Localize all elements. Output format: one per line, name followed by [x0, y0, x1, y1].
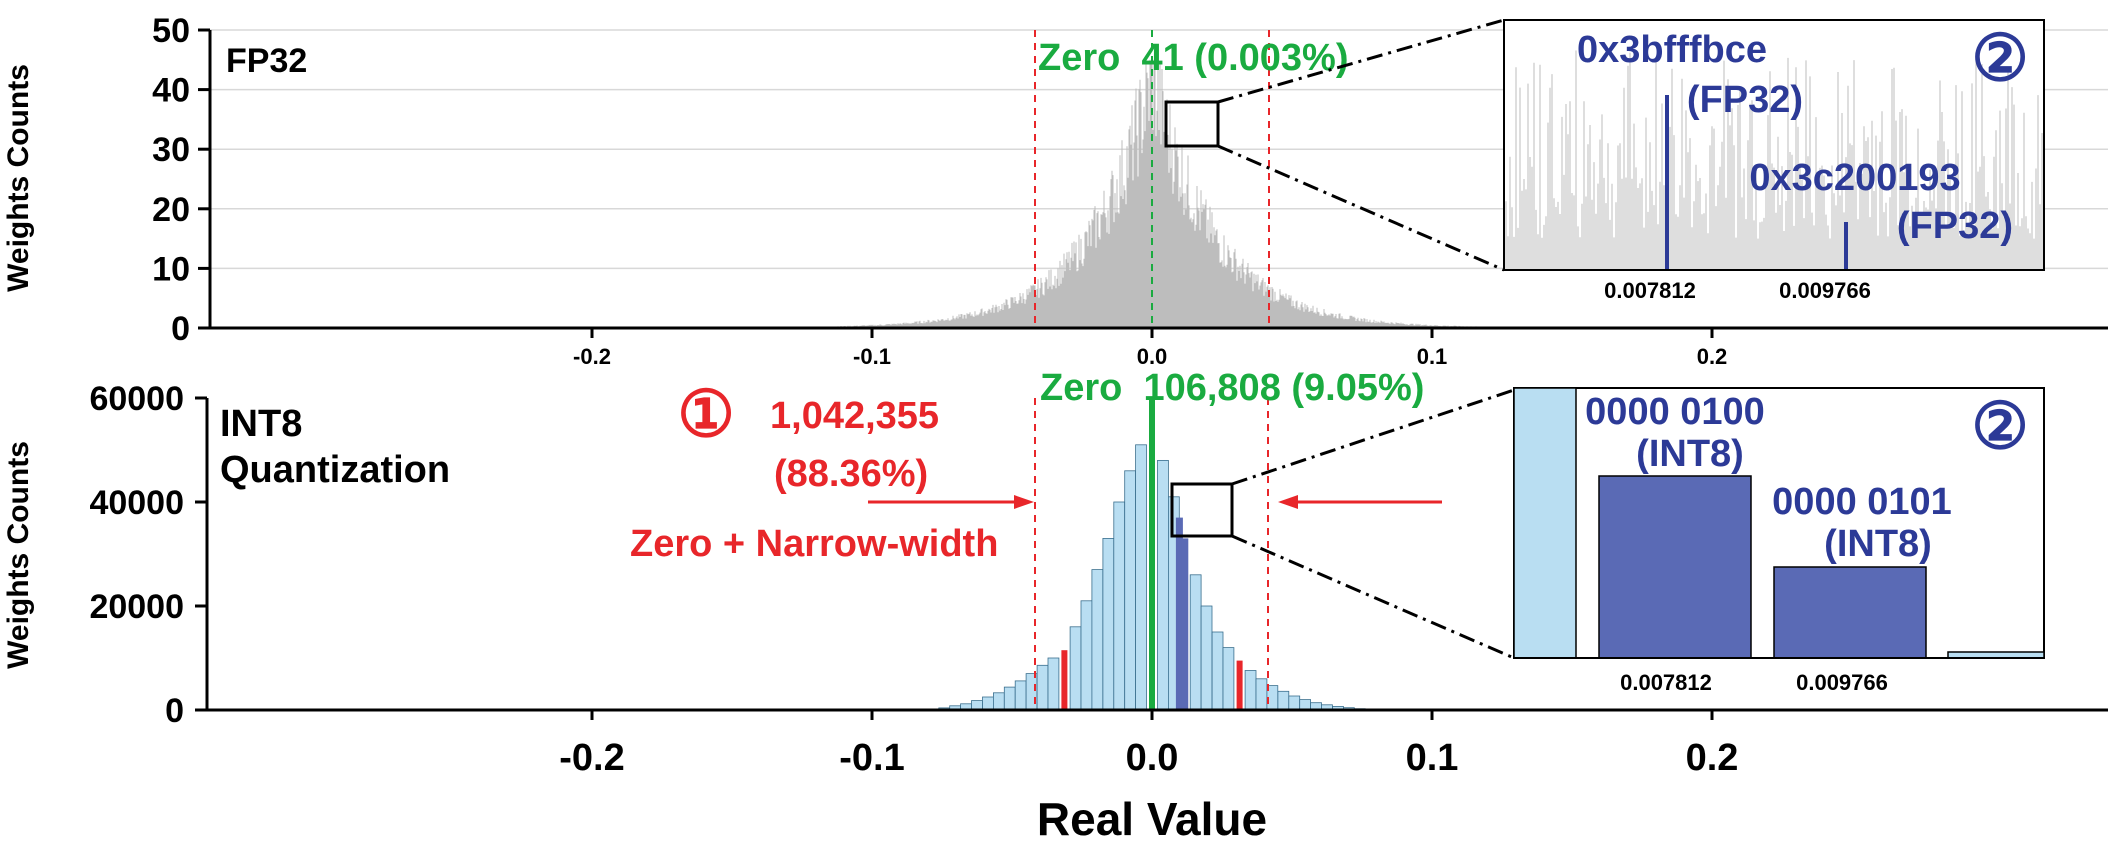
int8-bar — [1080, 600, 1093, 711]
int8-bar — [993, 692, 1005, 711]
fp32-y-tick-label: 20 — [152, 191, 190, 229]
fp32-x-ticks: -0.2 -0.1 0.0 0.1 0.2 — [573, 328, 1727, 369]
int8-bar — [1189, 574, 1202, 711]
fp32-zoom-box — [1164, 100, 1220, 148]
int8-bar — [1299, 699, 1311, 711]
fp32-zoom-line-top — [1217, 18, 1505, 104]
int8-bar — [1211, 631, 1224, 711]
int8-y-label: Weights Counts — [2, 441, 35, 669]
int8-bar — [1113, 501, 1126, 711]
int8-bar — [1047, 657, 1060, 711]
int8-x-tick-label: 0.1 — [1406, 737, 1459, 779]
fp32-y-tick-label: 30 — [152, 131, 190, 169]
int8-circle-marker: ① — [677, 378, 734, 450]
int8-bar-zero — [1149, 398, 1155, 710]
int8-bar — [982, 696, 994, 711]
int8-bar — [1135, 444, 1147, 711]
int8-x-label: Real Value — [1037, 793, 1267, 842]
fp32-inset-label-1a: 0x3bfffbce — [1577, 29, 1767, 71]
int8-bar — [1102, 538, 1115, 711]
int8-title: INT8 — [220, 403, 302, 445]
int8-y-tick-label: 0 — [165, 692, 184, 730]
int8-x-ticks: -0.2 -0.1 0.0 0.1 0.2 — [559, 710, 1738, 779]
int8-bar — [1222, 647, 1235, 711]
int8-bar-highlight — [1181, 538, 1189, 710]
fp32-x-tick-label: -0.2 — [573, 344, 611, 369]
int8-bar-highlight — [1175, 517, 1183, 710]
int8-narrow-text: Zero + Narrow-width — [630, 523, 998, 565]
int8-histogram — [938, 398, 1366, 711]
fp32-panel: 0 10 20 30 40 50 -0.2 -0.1 0.0 0.1 0.2 Weights Co… — [2, 12, 2108, 369]
fp32-inset-histogram — [1505, 50, 2043, 270]
int8-y-tick-label: 20000 — [89, 588, 184, 626]
int8-arrow-left-head — [1014, 495, 1034, 509]
int8-bar — [1200, 605, 1213, 711]
fp32-y-tick-label: 40 — [152, 72, 190, 110]
fp32-y-ticks: 0 10 20 30 40 50 — [152, 12, 210, 348]
int8-inset-label-1b: (INT8) — [1636, 433, 1744, 475]
int8-inset-label-2a: 0000 0101 — [1772, 481, 1952, 523]
int8-bar — [1244, 670, 1257, 711]
fp32-y-tick-label: 0 — [171, 310, 190, 348]
int8-bar-threshold — [1236, 660, 1243, 710]
int8-inset-bar-zero — [1513, 387, 1577, 659]
fp32-title: FP32 — [226, 42, 307, 80]
fp32-inset-label-2b: (FP32) — [1897, 205, 2013, 247]
int8-bar — [1036, 664, 1049, 711]
int8-bar — [1288, 695, 1301, 711]
int8-inset: ② 0000 0100 (INT8) 0000 0101 (INT8) 0.00… — [1513, 387, 2045, 695]
int8-inset-marker: ② — [1971, 390, 2028, 462]
fp32-x-tick-label: 0.0 — [1137, 344, 1168, 369]
int8-bar — [1157, 459, 1169, 711]
int8-inset-label-1a: 0000 0100 — [1585, 391, 1765, 433]
fp32-y-tick-label: 50 — [152, 12, 190, 50]
int8-percent-text: (88.36%) — [774, 453, 928, 495]
fp32-inset: ② 0x3bfffbce (FP32) 0x3c200193 (FP32) 0.… — [1503, 19, 2045, 303]
fp32-inset-label-2a: 0x3c200193 — [1749, 157, 1960, 199]
int8-y-ticks: 0 20000 40000 60000 — [89, 380, 207, 730]
fp32-inset-label-1b: (FP32) — [1687, 79, 1803, 121]
fp32-y-label: Weights Counts — [2, 64, 35, 292]
int8-zoom-line-top — [1231, 388, 1515, 486]
int8-inset-bar-1 — [1598, 475, 1752, 659]
int8-bar — [1124, 470, 1136, 711]
int8-subtitle: Quantization — [220, 449, 450, 491]
fp32-x-tick-label: 0.2 — [1697, 344, 1728, 369]
int8-bar-threshold — [1061, 650, 1068, 710]
fp32-inset-marker: ② — [1971, 22, 2028, 94]
int8-y-tick-label: 40000 — [89, 484, 184, 522]
int8-bar — [1003, 686, 1016, 711]
int8-bar — [1014, 680, 1027, 711]
fp32-x-tick-label: 0.1 — [1417, 344, 1448, 369]
int8-inset-xtick-2: 0.009766 — [1796, 670, 1888, 695]
int8-zoom-box — [1170, 482, 1234, 538]
int8-y-tick-label: 60000 — [89, 380, 184, 418]
fp32-inset-xtick-1: 0.007812 — [1604, 278, 1696, 303]
int8-bar — [1255, 678, 1268, 711]
int8-bar — [1091, 569, 1104, 711]
fp32-zero-annotation: Zero 41 (0.003%) — [1038, 37, 1348, 79]
int8-bar — [1025, 673, 1038, 711]
fp32-inset-xtick-2: 0.009766 — [1779, 278, 1871, 303]
int8-zero-annotation: Zero 106,808 (9.05%) — [1040, 367, 1424, 409]
fp32-zoom-line-bottom — [1217, 144, 1505, 272]
int8-x-tick-label: -0.2 — [559, 737, 624, 779]
int8-bar — [1069, 626, 1082, 711]
int8-inset-label-2b: (INT8) — [1824, 523, 1932, 565]
int8-bar — [1277, 690, 1290, 711]
int8-inset-xtick-1: 0.007812 — [1620, 670, 1712, 695]
int8-count-text: 1,042,355 — [770, 395, 939, 437]
int8-inset-bar-2 — [1773, 566, 1927, 659]
fp32-inset-histogram-bars — [1505, 50, 2043, 270]
int8-zoom-line-bottom — [1231, 534, 1515, 660]
int8-x-tick-label: 0.0 — [1126, 737, 1179, 779]
int8-arrow-right-head — [1278, 495, 1298, 509]
int8-panel: 0 20000 40000 60000 -0.2 -0.1 0.0 0.1 0.2 Weigh… — [2, 367, 2108, 842]
int8-x-tick-label: 0.2 — [1686, 737, 1739, 779]
int8-x-tick-label: -0.1 — [839, 737, 904, 779]
fp32-y-tick-label: 10 — [152, 250, 190, 288]
fp32-x-tick-label: -0.1 — [853, 344, 891, 369]
